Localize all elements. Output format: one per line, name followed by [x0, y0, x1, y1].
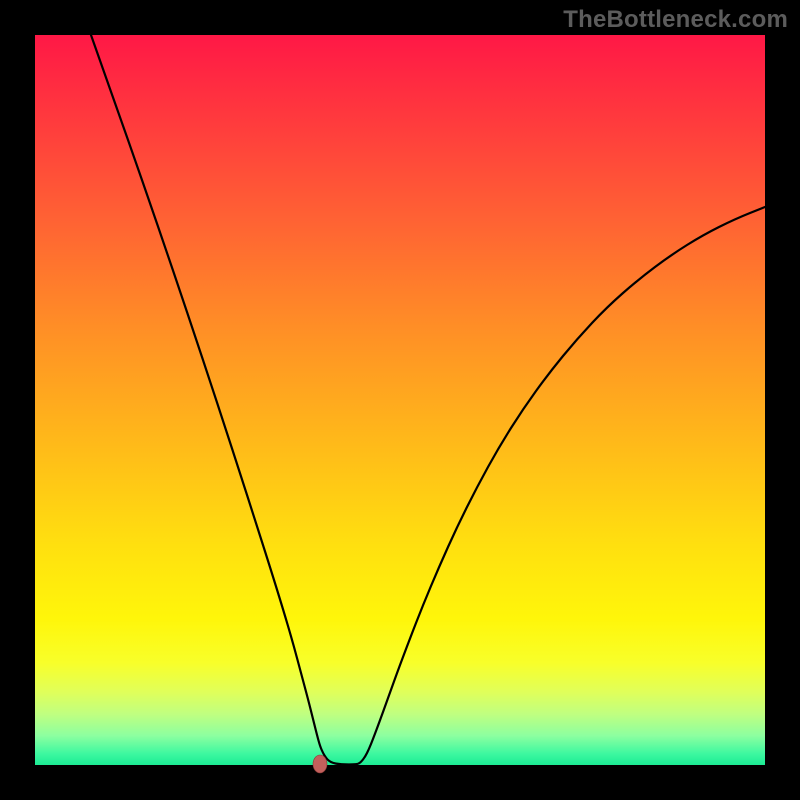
chart-container: TheBottleneck.com: [0, 0, 800, 800]
min-point-marker: [313, 755, 327, 773]
watermark-text: TheBottleneck.com: [563, 6, 788, 34]
marker-layer: [0, 0, 800, 800]
